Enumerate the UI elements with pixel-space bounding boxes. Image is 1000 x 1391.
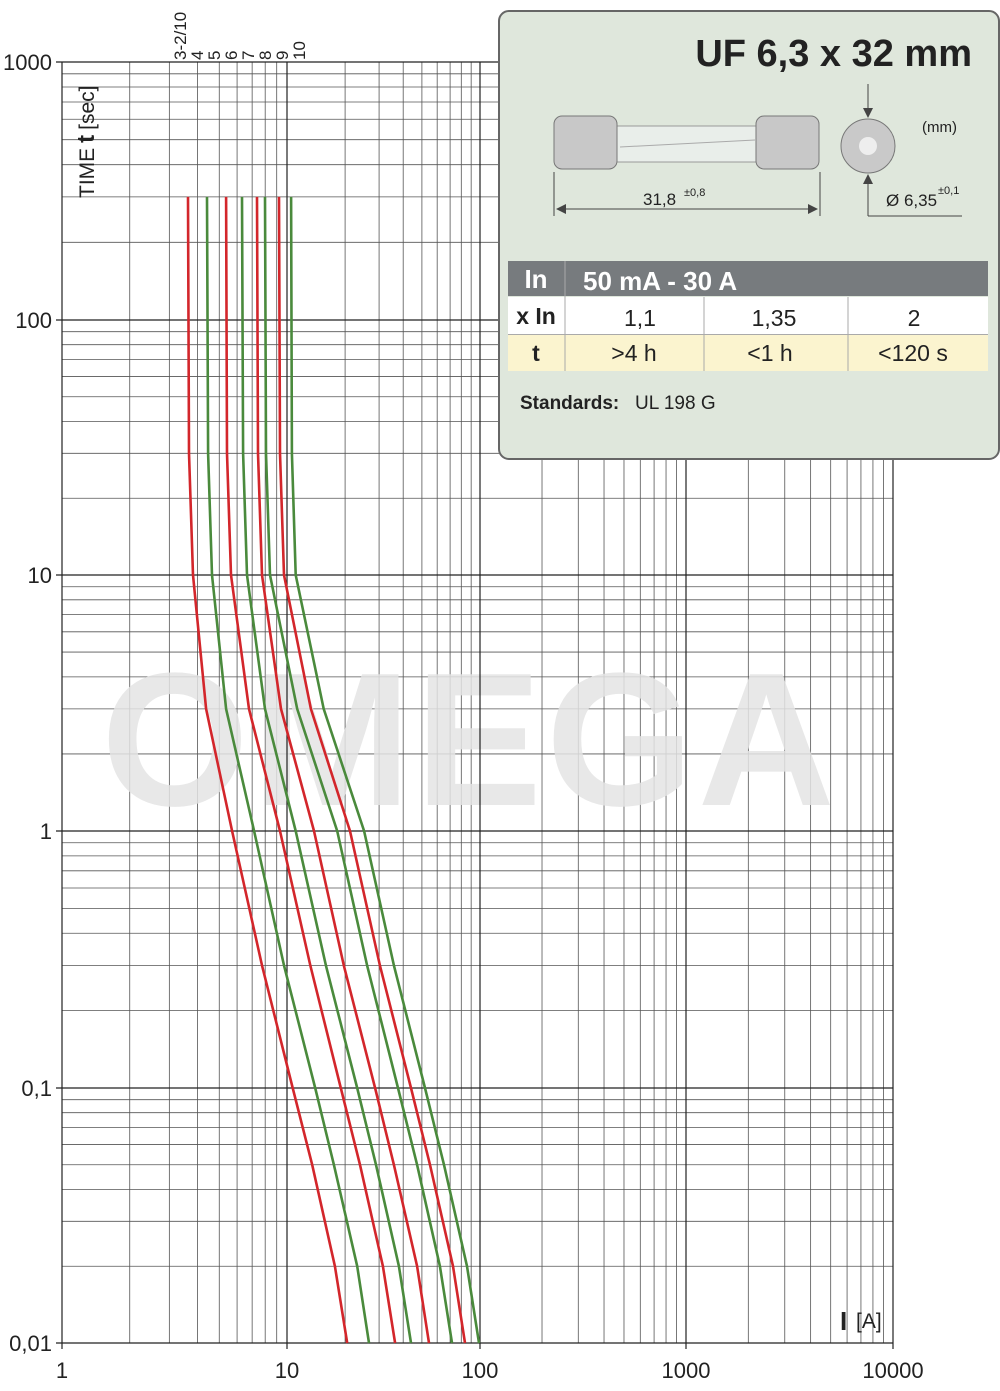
x-tick-label: 100 <box>462 1358 499 1383</box>
table-cell: <120 s <box>878 340 948 366</box>
curve <box>263 196 454 1344</box>
curve <box>224 196 397 1344</box>
curve-label: 9 <box>273 51 292 60</box>
curve <box>240 196 413 1344</box>
watermark: OMEGA <box>101 634 839 846</box>
table-cell: 2 <box>908 305 921 331</box>
y-tick-label: 10 <box>28 563 52 588</box>
y-axis-label-part: TIME <box>76 148 99 198</box>
curve-label: 3-2/10 <box>171 12 190 60</box>
table-cell: 50 mA - 30 A <box>583 266 737 296</box>
curve-label: 4 <box>188 51 207 60</box>
y-tick-label: 100 <box>15 308 52 333</box>
standards-label: Standards: <box>520 393 619 414</box>
table-cell: In <box>524 264 547 294</box>
table-cell: t <box>532 340 540 366</box>
fuse-cap <box>755 115 820 170</box>
table-cell: >4 h <box>611 340 656 366</box>
x-tick-label: 10 <box>275 1358 299 1383</box>
length-tolerance: ±0,8 <box>684 187 705 199</box>
y-axis-label-part: t <box>73 135 100 143</box>
curve-label: 10 <box>290 41 309 60</box>
table-cell: 1,35 <box>752 305 797 331</box>
y-tick-label: 0,1 <box>21 1076 52 1101</box>
curve <box>289 196 481 1344</box>
length-label: 31,8 <box>643 190 676 209</box>
grid: OMEGA 1 10 100 1000 10000 1000 100 10 1 0,1 0,01 TIM… <box>3 50 924 1383</box>
fuse-cap <box>553 115 618 170</box>
y-axis-label: TIME t [sec] <box>73 85 100 198</box>
curve-label: 8 <box>256 51 275 60</box>
info-title: UF 6,3 x 32 mm <box>695 33 972 75</box>
curve-label: 7 <box>239 51 258 60</box>
diameter-label: Ø 6,35 <box>886 191 937 210</box>
info-box: UF 6,3 x 32 mm 31,8 ±0,8 (mm) Ø 6,35 ±0,… <box>498 10 1000 460</box>
curve <box>186 196 349 1344</box>
info-box-frame <box>498 10 1000 460</box>
table-cell: 1,1 <box>624 305 656 331</box>
table-header <box>508 261 988 296</box>
curve-label: 5 <box>205 51 224 60</box>
y-tick-label: 1000 <box>3 50 52 75</box>
table-row <box>508 335 988 371</box>
fuse-end-center <box>859 137 877 155</box>
curve <box>277 196 467 1344</box>
curve <box>205 196 371 1344</box>
curve <box>255 196 431 1344</box>
x-axis-label: [A] <box>856 1310 882 1333</box>
fuse-wire <box>619 139 756 148</box>
x-tick-label: 1000 <box>662 1358 711 1383</box>
curve-label: 6 <box>222 51 241 60</box>
y-axis-label-part: [sec] <box>76 85 99 129</box>
table-cell: <1 h <box>747 340 792 366</box>
table-row <box>508 297 988 334</box>
x-tick-label: 1 <box>56 1358 68 1383</box>
y-tick-label: 1 <box>40 819 52 844</box>
diameter-tolerance: ±0,1 <box>938 185 959 197</box>
unit-label: (mm) <box>922 119 957 136</box>
x-axis-label: I <box>840 1306 847 1336</box>
x-tick-label: 10000 <box>862 1358 923 1383</box>
y-tick-label: 0,01 <box>9 1331 52 1356</box>
table-cell: x In <box>516 303 556 329</box>
standards: UL 198 G <box>635 393 716 414</box>
